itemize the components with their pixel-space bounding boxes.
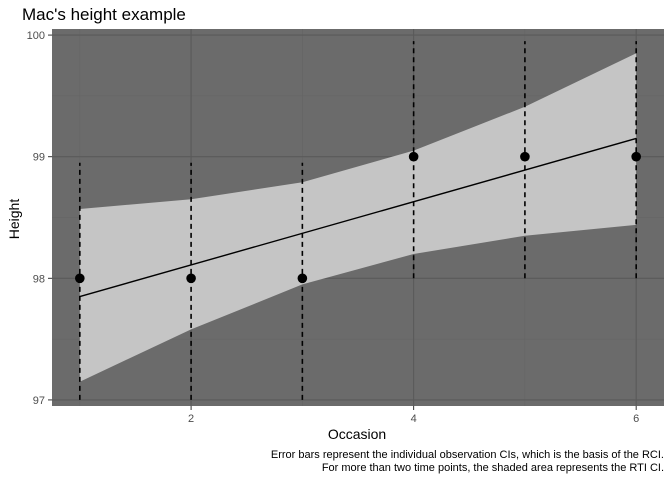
x-tick-label: 6: [633, 413, 639, 425]
data-point: [520, 151, 530, 162]
x-tick-label: 4: [411, 413, 417, 425]
data-point: [75, 273, 85, 284]
y-tick-label: 97: [33, 395, 45, 407]
data-point: [186, 273, 196, 284]
caption-line-1: Error bars represent the individual obse…: [271, 449, 664, 461]
chart-title: Mac's height example: [22, 5, 186, 24]
data-point: [297, 273, 308, 284]
point-layer: [75, 151, 641, 284]
x-axis-ticks: 2 4 6: [188, 406, 639, 425]
x-tick-label: 2: [188, 413, 194, 425]
data-point: [631, 151, 641, 162]
x-axis-title: Occasion: [328, 426, 386, 442]
y-tick-label: 98: [33, 273, 45, 285]
data-point: [408, 151, 419, 162]
y-axis-title: Height: [6, 199, 22, 240]
trend-line: [79, 137, 637, 298]
trend-line-layer: [79, 137, 637, 298]
y-tick-label: 100: [27, 30, 45, 42]
y-tick-label: 99: [33, 152, 45, 164]
caption-line-2: For more than two time points, the shade…: [322, 462, 664, 474]
y-axis-ticks: 97 98 99 100: [27, 30, 52, 407]
